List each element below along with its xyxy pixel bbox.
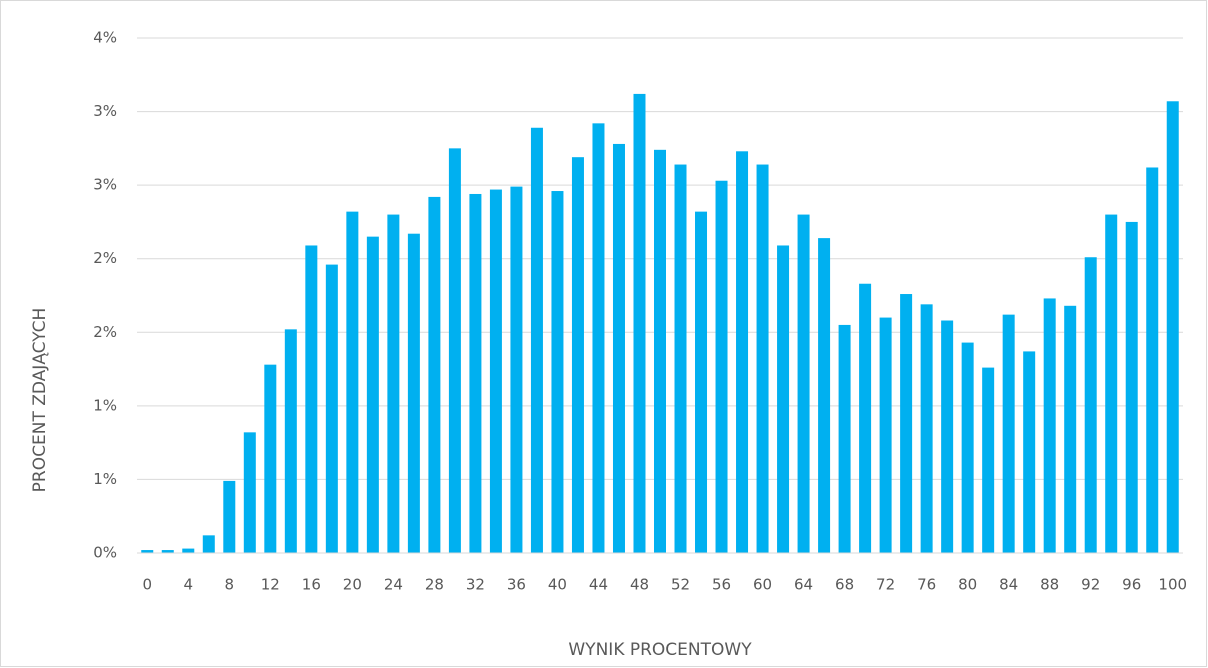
- x-tick-label: 96: [1122, 576, 1141, 594]
- y-tick-label: 1%: [93, 396, 117, 414]
- x-tick-label: 24: [384, 576, 403, 594]
- bar: [777, 245, 790, 553]
- x-tick-label: 4: [184, 576, 194, 594]
- bar: [346, 211, 359, 553]
- x-tick-label: 52: [671, 576, 690, 594]
- x-tick-label: 20: [343, 576, 362, 594]
- bar: [530, 127, 543, 553]
- x-tick-label: 56: [712, 576, 731, 594]
- x-tick-label: 80: [958, 576, 977, 594]
- bar: [756, 164, 769, 554]
- bar: [1064, 305, 1077, 553]
- x-tick-label: 48: [630, 576, 649, 594]
- bar: [202, 535, 215, 553]
- bar: [223, 480, 236, 553]
- bar: [1002, 314, 1015, 553]
- bar: [592, 123, 605, 553]
- x-tick-label: 40: [548, 576, 567, 594]
- x-tick-label: 92: [1081, 576, 1100, 594]
- x-tick-label: 68: [835, 576, 854, 594]
- bar: [879, 317, 892, 553]
- x-axis-title: WYNIK PROCENTOWY: [568, 640, 752, 660]
- x-tick-label: 44: [589, 576, 608, 594]
- bar: [818, 238, 831, 553]
- x-tick-label: 12: [261, 576, 280, 594]
- y-tick-label: 1%: [93, 470, 117, 488]
- y-tick-label: 2%: [93, 323, 117, 341]
- x-tick-label: 76: [917, 576, 936, 594]
- bar: [941, 320, 954, 553]
- bar: [797, 214, 810, 554]
- bar: [325, 264, 338, 553]
- bar: [736, 151, 749, 554]
- x-tick-label: 88: [1040, 576, 1059, 594]
- bar: [571, 157, 584, 553]
- bar: [612, 143, 625, 553]
- x-tick-label: 8: [225, 576, 235, 594]
- y-tick-label: 3%: [93, 176, 117, 194]
- x-tick-label: 36: [507, 576, 526, 594]
- bar: [1043, 298, 1056, 553]
- bar: [715, 180, 728, 553]
- bar: [920, 304, 933, 553]
- bar: [674, 164, 687, 554]
- bar: [900, 294, 913, 553]
- bar: [1105, 214, 1118, 554]
- y-tick-label: 3%: [93, 102, 117, 120]
- x-tick-label: 16: [302, 576, 321, 594]
- y-tick-label: 2%: [93, 249, 117, 267]
- x-tick-label: 100: [1158, 576, 1187, 594]
- x-tick-label: 0: [142, 576, 152, 594]
- bar: [961, 342, 974, 553]
- bar: [859, 283, 872, 553]
- bar: [448, 148, 461, 553]
- bar: [182, 548, 195, 553]
- x-tick-label: 60: [753, 576, 772, 594]
- bar: [1023, 351, 1036, 553]
- bar: [1146, 167, 1159, 553]
- bar: [1084, 257, 1097, 553]
- bar: [141, 550, 154, 553]
- bar: [407, 233, 420, 553]
- bar: [695, 211, 708, 553]
- bar: [1166, 101, 1179, 554]
- x-tick-label: 64: [794, 576, 813, 594]
- x-tick-label: 28: [425, 576, 444, 594]
- bar: [510, 186, 523, 553]
- y-axis-title: PROCENT ZDAJĄCYCH: [30, 308, 50, 493]
- bar: [838, 324, 851, 553]
- bar: [469, 193, 482, 553]
- y-tick-label: 0%: [93, 544, 117, 562]
- bar: [305, 245, 318, 553]
- x-tick-label: 84: [999, 576, 1018, 594]
- bar: [387, 214, 400, 554]
- bar: [551, 191, 564, 553]
- bar: [1125, 221, 1138, 553]
- bar: [489, 189, 502, 554]
- bar: [982, 367, 995, 553]
- y-tick-label: 4%: [93, 29, 117, 47]
- bar: [243, 432, 256, 553]
- x-tick-label: 72: [876, 576, 895, 594]
- bar: [633, 93, 646, 554]
- bar: [284, 329, 297, 553]
- bar: [654, 149, 666, 554]
- bar: [366, 236, 379, 553]
- bar: [264, 364, 277, 553]
- bar: [161, 550, 174, 553]
- x-tick-label: 32: [466, 576, 485, 594]
- bar: [428, 196, 441, 553]
